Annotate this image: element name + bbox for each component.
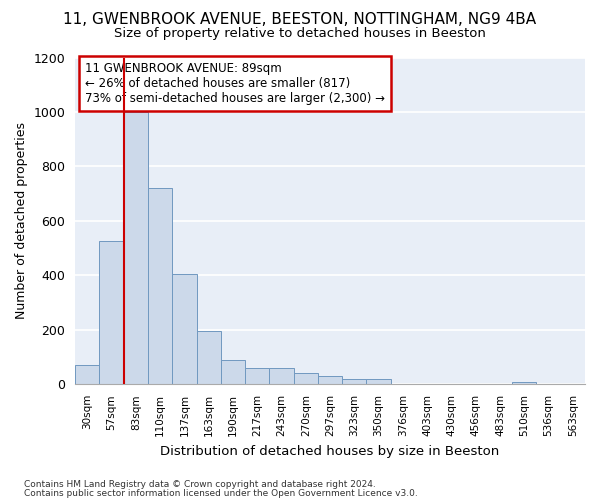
Bar xyxy=(148,188,172,384)
Bar xyxy=(342,379,367,384)
Text: Contains public sector information licensed under the Open Government Licence v3: Contains public sector information licen… xyxy=(24,488,418,498)
Y-axis label: Number of detached properties: Number of detached properties xyxy=(15,122,28,320)
Bar xyxy=(124,112,148,384)
Bar xyxy=(172,274,197,384)
Bar xyxy=(269,368,293,384)
Text: 11 GWENBROOK AVENUE: 89sqm
← 26% of detached houses are smaller (817)
73% of sem: 11 GWENBROOK AVENUE: 89sqm ← 26% of deta… xyxy=(85,62,385,106)
Bar xyxy=(197,330,221,384)
Bar xyxy=(245,368,269,384)
Bar xyxy=(221,360,245,384)
Text: Size of property relative to detached houses in Beeston: Size of property relative to detached ho… xyxy=(114,28,486,40)
Bar xyxy=(512,382,536,384)
Text: Contains HM Land Registry data © Crown copyright and database right 2024.: Contains HM Land Registry data © Crown c… xyxy=(24,480,376,489)
Bar xyxy=(100,242,124,384)
Bar xyxy=(75,366,100,384)
X-axis label: Distribution of detached houses by size in Beeston: Distribution of detached houses by size … xyxy=(160,444,500,458)
Text: 11, GWENBROOK AVENUE, BEESTON, NOTTINGHAM, NG9 4BA: 11, GWENBROOK AVENUE, BEESTON, NOTTINGHA… xyxy=(64,12,536,28)
Bar xyxy=(293,374,318,384)
Bar xyxy=(318,376,342,384)
Bar xyxy=(367,379,391,384)
